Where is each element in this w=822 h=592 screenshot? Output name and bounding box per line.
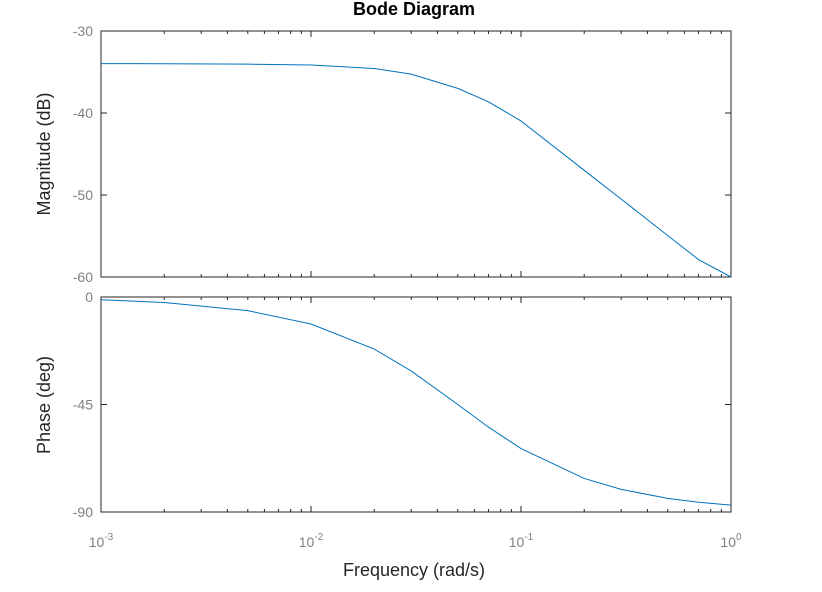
magnitude-y-tick-label: -50 xyxy=(73,187,93,203)
x-tick-label-base: 10 xyxy=(89,534,105,550)
x-tick-label-exponent: -1 xyxy=(524,532,533,543)
phase-y-axis-label: Phase (deg) xyxy=(34,356,54,454)
x-tick-label: 10-1 xyxy=(509,532,534,550)
magnitude-y-tick-label: -60 xyxy=(73,269,93,285)
frequency-x-axis-label: Frequency (rad/s) xyxy=(343,560,485,580)
x-tick-label-exponent: -2 xyxy=(314,532,323,543)
x-tick-label: 10-3 xyxy=(89,532,114,550)
phase-y-tick-label: -90 xyxy=(73,504,93,520)
x-tick-label: 10-2 xyxy=(299,532,324,550)
x-tick-label-exponent: 0 xyxy=(736,532,742,543)
x-tick-label-base: 10 xyxy=(720,534,736,550)
phase-series-line xyxy=(100,299,732,506)
phase-plot-area xyxy=(100,296,732,513)
x-tick-label-exponent: -3 xyxy=(104,532,113,543)
magnitude-y-tick-label: -30 xyxy=(73,23,93,39)
magnitude-y-tick-label: -40 xyxy=(73,105,93,121)
magnitude-y-axis-label: Magnitude (dB) xyxy=(34,92,54,215)
magnitude-plot-area xyxy=(100,30,732,278)
magnitude-panel: -30 -40 -50 -60 xyxy=(73,23,732,285)
x-tick-label-base: 10 xyxy=(509,534,525,550)
x-tick-label: 100 xyxy=(720,532,742,550)
chart-title: Bode Diagram xyxy=(353,0,475,19)
phase-y-tick-label: 0 xyxy=(85,289,93,305)
magnitude-series-line xyxy=(100,63,732,278)
x-tick-label-base: 10 xyxy=(299,534,315,550)
phase-y-tick-label: -45 xyxy=(73,397,93,413)
